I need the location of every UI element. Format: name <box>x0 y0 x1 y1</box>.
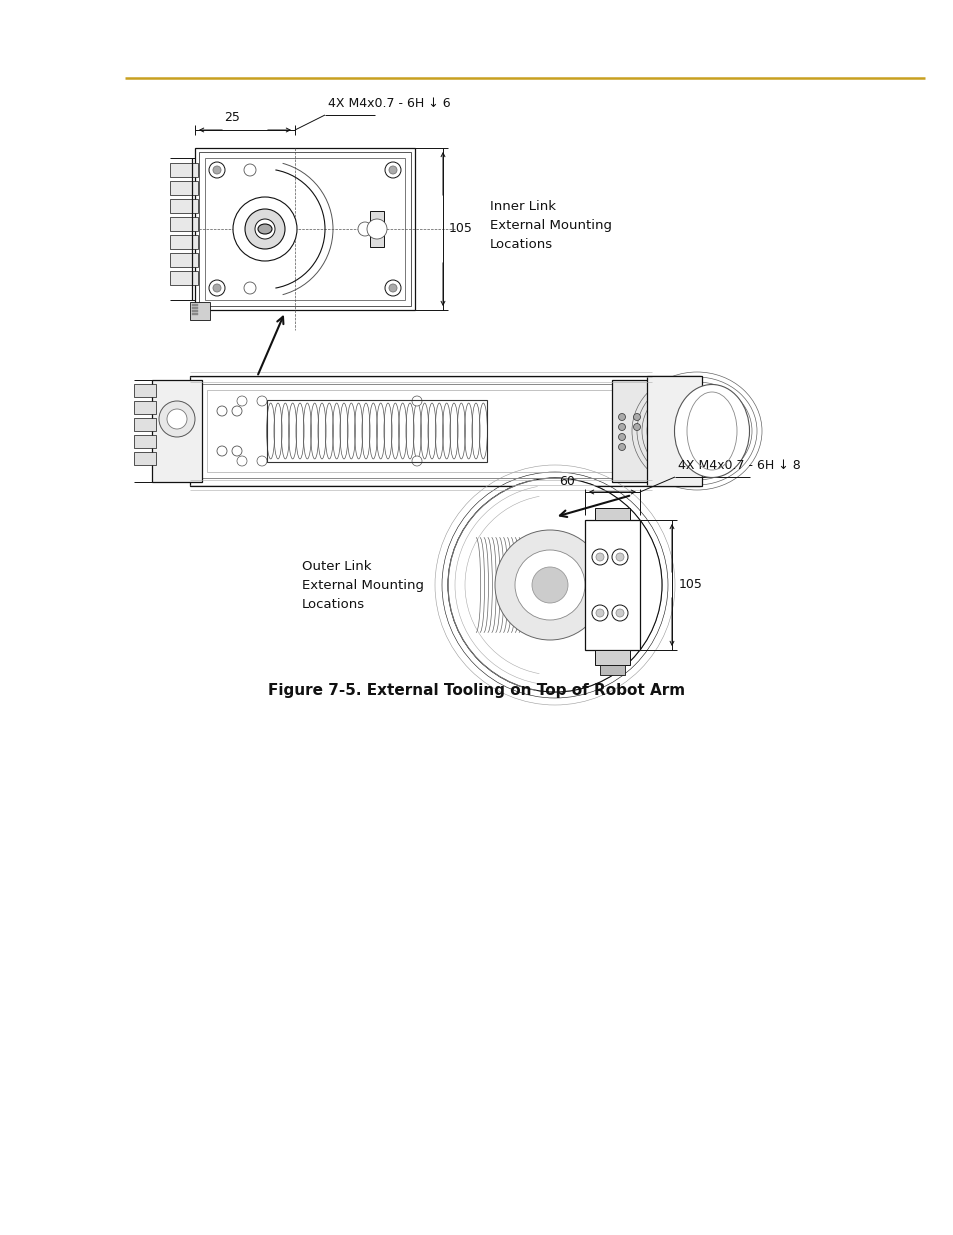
Circle shape <box>357 222 372 236</box>
Bar <box>612 380 651 482</box>
Circle shape <box>412 396 421 406</box>
Bar <box>192 312 198 315</box>
Bar <box>170 217 198 231</box>
Circle shape <box>244 282 255 294</box>
Bar <box>192 310 198 312</box>
Circle shape <box>515 550 584 620</box>
Circle shape <box>213 284 221 291</box>
Bar <box>205 158 405 300</box>
Circle shape <box>592 605 607 621</box>
Circle shape <box>612 605 627 621</box>
Circle shape <box>385 162 400 178</box>
Bar <box>207 390 661 472</box>
Text: Outer Link
External Mounting
Locations: Outer Link External Mounting Locations <box>302 559 423 610</box>
Circle shape <box>618 414 625 420</box>
Text: 105: 105 <box>449 222 473 236</box>
Circle shape <box>232 446 242 456</box>
Circle shape <box>236 456 247 466</box>
Circle shape <box>209 162 225 178</box>
Circle shape <box>216 446 227 456</box>
Text: 25: 25 <box>224 111 240 124</box>
Circle shape <box>389 284 396 291</box>
Text: Inner Link
External Mounting
Locations: Inner Link External Mounting Locations <box>490 200 612 251</box>
Circle shape <box>389 165 396 174</box>
Circle shape <box>612 550 627 564</box>
Bar <box>170 199 198 212</box>
Circle shape <box>254 219 274 240</box>
Bar <box>199 152 411 306</box>
Circle shape <box>532 567 567 603</box>
Bar <box>170 270 198 285</box>
Circle shape <box>633 414 639 420</box>
Text: 105: 105 <box>679 578 702 592</box>
Bar <box>595 508 629 520</box>
Circle shape <box>412 456 421 466</box>
Circle shape <box>236 396 247 406</box>
Bar <box>584 520 639 650</box>
Circle shape <box>616 553 623 561</box>
Circle shape <box>618 424 625 431</box>
Circle shape <box>385 280 400 296</box>
Circle shape <box>209 280 225 296</box>
Bar <box>202 384 681 478</box>
Bar <box>170 235 198 249</box>
Bar <box>599 664 624 676</box>
Circle shape <box>367 219 387 240</box>
Circle shape <box>256 456 267 466</box>
Circle shape <box>592 550 607 564</box>
Bar <box>595 650 629 664</box>
Circle shape <box>448 478 661 692</box>
Circle shape <box>453 483 657 687</box>
Bar <box>133 417 156 431</box>
Ellipse shape <box>257 224 272 233</box>
Circle shape <box>159 401 194 437</box>
Circle shape <box>596 553 603 561</box>
Circle shape <box>232 406 242 416</box>
Bar <box>170 253 198 267</box>
Ellipse shape <box>674 384 749 478</box>
Circle shape <box>167 409 187 429</box>
Bar <box>152 380 202 482</box>
Circle shape <box>213 165 221 174</box>
Circle shape <box>245 209 285 249</box>
Text: 60: 60 <box>558 475 575 488</box>
Circle shape <box>244 164 255 177</box>
Bar <box>194 148 415 310</box>
Bar <box>170 182 198 195</box>
Bar <box>133 452 156 466</box>
Circle shape <box>616 609 623 618</box>
Circle shape <box>216 406 227 416</box>
Bar <box>133 384 156 396</box>
Bar <box>192 308 198 309</box>
Circle shape <box>633 424 639 431</box>
Circle shape <box>618 443 625 451</box>
Bar <box>646 375 701 487</box>
Bar <box>267 400 486 462</box>
Text: 4X M4x0.7 - 6H ↓ 6: 4X M4x0.7 - 6H ↓ 6 <box>328 98 450 110</box>
Text: 4X M4x0.7 - 6H ↓ 8: 4X M4x0.7 - 6H ↓ 8 <box>678 459 800 472</box>
Circle shape <box>495 530 604 640</box>
Bar <box>170 163 198 177</box>
Bar <box>133 435 156 448</box>
Circle shape <box>618 433 625 441</box>
Circle shape <box>256 396 267 406</box>
Bar <box>190 375 700 487</box>
Bar <box>133 401 156 414</box>
Circle shape <box>233 198 296 261</box>
Bar <box>192 304 198 306</box>
Circle shape <box>596 609 603 618</box>
Bar <box>190 303 210 320</box>
Text: Figure 7-5. External Tooling on Top of Robot Arm: Figure 7-5. External Tooling on Top of R… <box>268 683 685 698</box>
Bar <box>370 211 384 247</box>
